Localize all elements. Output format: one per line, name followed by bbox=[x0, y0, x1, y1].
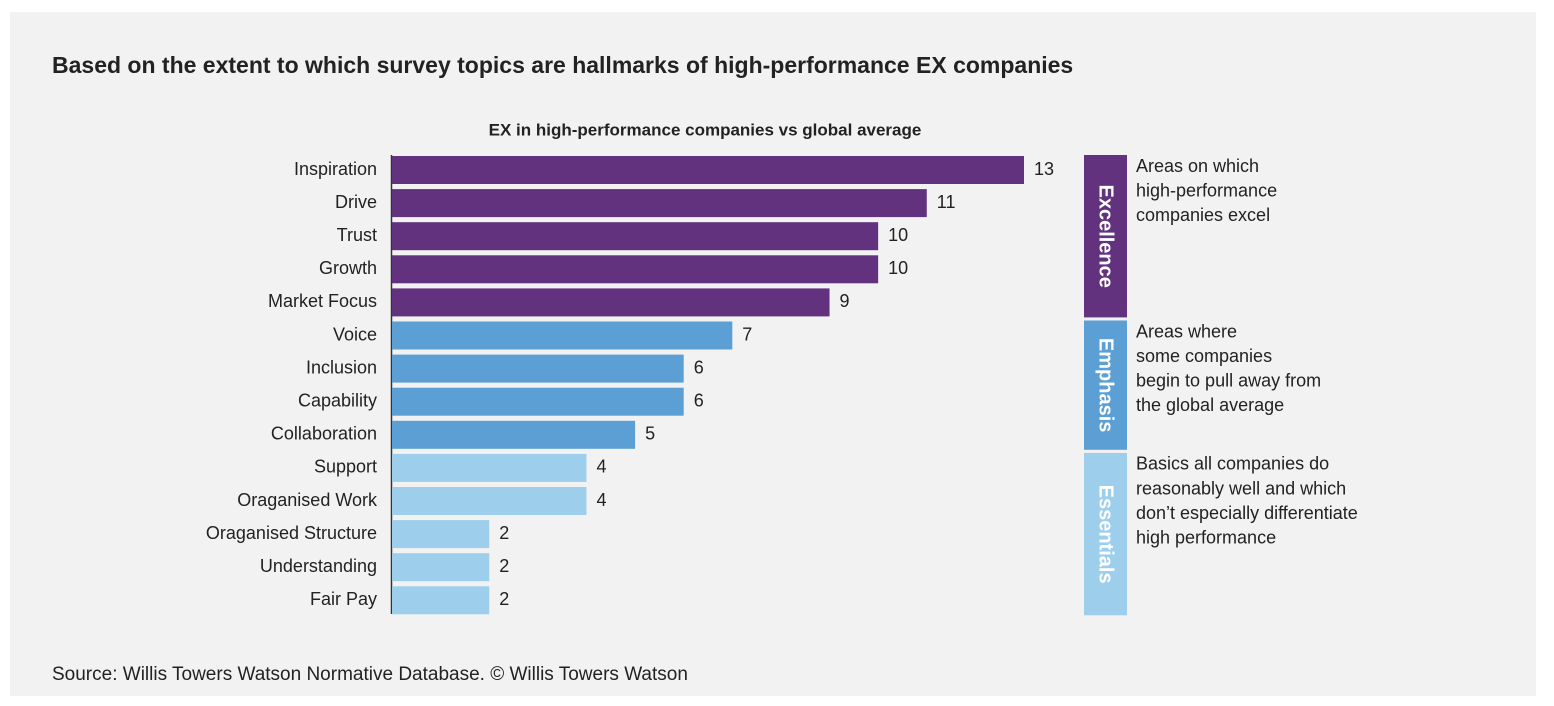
group-description: high performance bbox=[1136, 527, 1276, 547]
bar bbox=[392, 156, 1024, 184]
value-label: 4 bbox=[596, 457, 606, 477]
category-label: Collaboration bbox=[271, 424, 377, 444]
bar bbox=[392, 520, 490, 549]
value-label: 4 bbox=[596, 490, 606, 510]
value-label: 11 bbox=[937, 192, 956, 212]
bar bbox=[392, 222, 879, 251]
category-label: Voice bbox=[333, 324, 377, 344]
category-label: Oraganised Work bbox=[237, 490, 378, 510]
value-label: 10 bbox=[888, 225, 908, 245]
value-label: 2 bbox=[499, 523, 509, 543]
group-description: Areas where bbox=[1136, 321, 1237, 341]
group-label: Essentials bbox=[1095, 485, 1117, 584]
group-description: begin to pull away from bbox=[1136, 370, 1321, 390]
value-label: 5 bbox=[645, 424, 655, 444]
bar bbox=[392, 487, 587, 515]
group-band bbox=[1084, 155, 1127, 318]
group-description: companies excel bbox=[1136, 205, 1270, 225]
category-label: Market Focus bbox=[268, 291, 377, 311]
value-label: 6 bbox=[694, 357, 704, 377]
bar bbox=[392, 288, 830, 317]
bar bbox=[392, 387, 684, 416]
group-description: some companies bbox=[1136, 346, 1272, 366]
bar bbox=[392, 553, 490, 582]
value-label: 6 bbox=[694, 390, 704, 410]
bar bbox=[392, 453, 587, 482]
source-note: Source: Willis Towers Watson Normative D… bbox=[52, 664, 688, 685]
group-description: the global average bbox=[1136, 395, 1284, 415]
category-label: Oraganised Structure bbox=[206, 523, 377, 543]
group-description: Areas on which bbox=[1136, 156, 1259, 176]
value-label: 7 bbox=[742, 324, 752, 344]
bar bbox=[392, 189, 927, 218]
category-label: Fair Pay bbox=[310, 589, 377, 609]
group-band bbox=[1084, 452, 1127, 616]
value-label: 13 bbox=[1034, 159, 1054, 179]
value-label: 10 bbox=[888, 258, 908, 278]
group-band bbox=[1084, 320, 1127, 450]
group-description: reasonably well and which bbox=[1136, 478, 1346, 498]
bar bbox=[392, 321, 733, 350]
category-label: Inspiration bbox=[294, 159, 377, 179]
bar bbox=[392, 354, 684, 383]
group-label: Emphasis bbox=[1095, 338, 1117, 432]
bar bbox=[392, 586, 490, 615]
category-label: Capability bbox=[298, 390, 377, 410]
category-label: Drive bbox=[335, 192, 377, 212]
category-label: Growth bbox=[319, 258, 377, 278]
group-description: high-performance bbox=[1136, 180, 1277, 200]
category-label: Inclusion bbox=[306, 357, 377, 377]
chart-background bbox=[10, 12, 1536, 696]
group-label: Excellence bbox=[1095, 184, 1117, 287]
chart-title: Based on the extent to which survey topi… bbox=[52, 52, 1073, 78]
group-description: Basics all companies do bbox=[1136, 454, 1329, 474]
value-label: 2 bbox=[499, 556, 509, 576]
group-description: don’t especially differentiate bbox=[1136, 503, 1358, 523]
category-label: Understanding bbox=[260, 556, 377, 576]
bar bbox=[392, 255, 879, 284]
category-label: Trust bbox=[337, 225, 377, 245]
value-label: 9 bbox=[840, 291, 850, 311]
value-label: 2 bbox=[499, 589, 509, 609]
chart-subtitle: EX in high-performance companies vs glob… bbox=[489, 120, 922, 139]
category-label: Support bbox=[314, 457, 377, 477]
bar bbox=[392, 420, 636, 449]
